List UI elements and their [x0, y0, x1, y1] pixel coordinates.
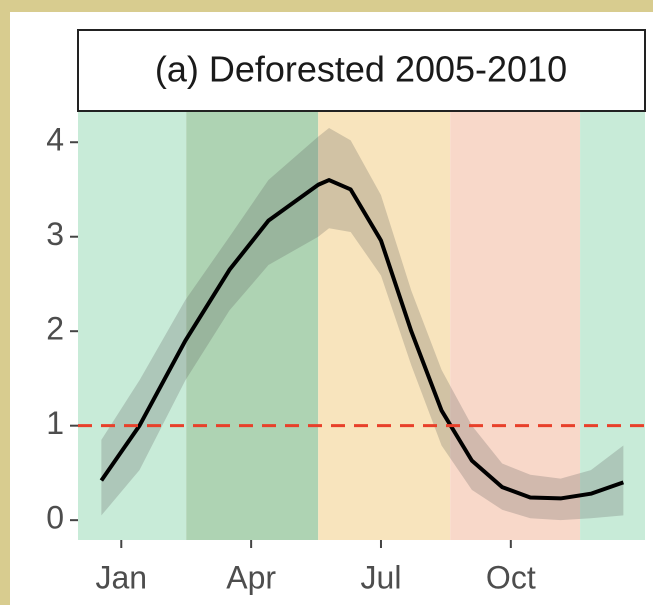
y-tick-label: 4	[46, 122, 64, 158]
y-tick-label: 1	[46, 405, 64, 441]
x-tick-label: Jan	[95, 559, 147, 595]
x-tick-label: Oct	[486, 559, 536, 595]
chart: (a) Deforested 2005-2010 0 1 2 3 4 Jan Apr Jul O…	[0, 0, 653, 605]
facet-title: (a) Deforested 2005-2010	[155, 49, 567, 90]
frame-top	[0, 0, 653, 12]
y-tick-label: 3	[46, 216, 64, 252]
x-tick-label: Jul	[361, 559, 402, 595]
y-tick-label: 2	[46, 311, 64, 347]
x-tick-label: Apr	[226, 559, 276, 595]
frame-left	[0, 0, 10, 605]
y-tick-label: 0	[46, 500, 64, 536]
